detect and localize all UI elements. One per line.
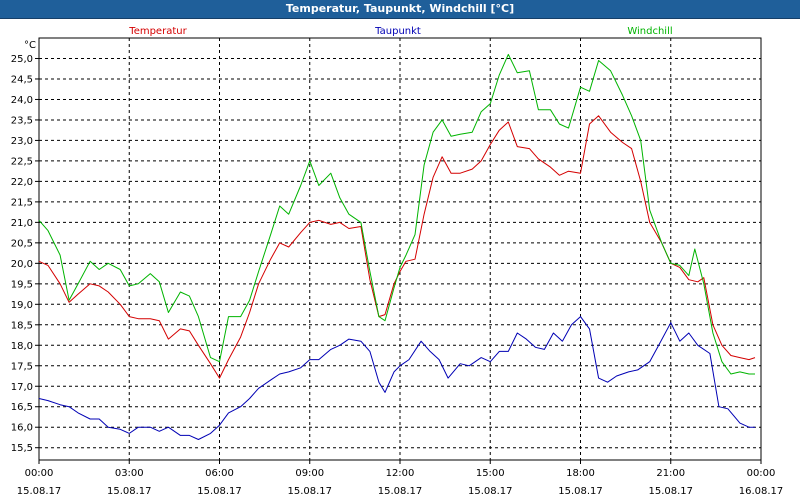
- series-line-windchill: [38, 53, 755, 375]
- y-tick-label: 23,0: [11, 136, 33, 147]
- y-tick-label: 21,0: [11, 218, 33, 229]
- x-tick-time-label: 00:00: [747, 468, 776, 479]
- x-tick-date-label: 16.08.17: [739, 486, 784, 497]
- y-tick-label: 20,5: [11, 238, 33, 249]
- x-tick-date-label: 15.08.17: [197, 486, 242, 497]
- x-tick-date-label: 15.08.17: [17, 486, 62, 497]
- legend-entry-taupunkt: Taupunkt: [374, 26, 421, 37]
- chart-title: Temperatur, Taupunkt, Windchill [°C]: [285, 2, 515, 15]
- y-tick-label: 16,0: [11, 423, 33, 434]
- y-tick-label: 19,0: [11, 300, 33, 311]
- x-tick-date-label: 15.08.17: [558, 486, 603, 497]
- y-tick-label: 23,5: [11, 115, 33, 126]
- x-tick-time-label: 21:00: [656, 468, 685, 479]
- legend-entry-temperatur: Temperatur: [128, 26, 187, 37]
- x-tick-date-label: 15.08.17: [468, 486, 513, 497]
- y-tick-label: 22,0: [11, 177, 33, 188]
- y-tick-label: 16,5: [11, 402, 33, 413]
- y-tick-label: 20,0: [11, 259, 33, 270]
- x-tick-time-label: 06:00: [205, 468, 234, 479]
- x-tick-date-label: 15.08.17: [107, 486, 152, 497]
- y-tick-label: 17,0: [11, 382, 33, 393]
- y-tick-label: 19,5: [11, 279, 33, 290]
- y-tick-label: 22,5: [11, 156, 33, 167]
- x-axis: 00:00 15.08.17 03:00 15.08.17 06:00 15.08.17 0…: [17, 460, 784, 497]
- series-line-taupunkt: [38, 316, 755, 440]
- y-tick-label: 21,5: [11, 197, 33, 208]
- legend-entry-windchill: Windchill: [627, 26, 672, 37]
- x-tick-time-label: 15:00: [476, 468, 505, 479]
- x-tick-time-label: 12:00: [386, 468, 415, 479]
- x-tick-time-label: 03:00: [115, 468, 144, 479]
- series-line-temperatur: [38, 115, 756, 379]
- y-tick-label: 18,0: [11, 341, 33, 352]
- chart-canvas: 15,5 16,0 16,5 17,0 17,5 18,0 18,5 19,0 19,5 20,0…: [11, 26, 784, 497]
- y-tick-label: 18,5: [11, 320, 33, 331]
- x-tick-date-label: 15.08.17: [648, 486, 693, 497]
- y-tick-label: 17,5: [11, 361, 33, 372]
- x-tick-date-label: 15.08.17: [287, 486, 332, 497]
- grid-lines: [39, 38, 761, 460]
- y-tick-label: 24,0: [11, 95, 33, 106]
- y-tick-label: 15,5: [11, 443, 33, 454]
- y-tick-label: 24,5: [11, 74, 33, 85]
- y-axis-unit: °C: [24, 40, 36, 51]
- window-title-bar: Temperatur, Taupunkt, Windchill [°C]: [0, 0, 800, 19]
- x-tick-time-label: 00:00: [25, 468, 54, 479]
- x-tick-date-label: 15.08.17: [378, 486, 423, 497]
- y-axis: 15,5 16,0 16,5 17,0 17,5 18,0 18,5 19,0 19,5 20,0…: [11, 54, 39, 454]
- y-tick-label: 25,0: [11, 54, 33, 65]
- series-lines: [38, 53, 756, 440]
- x-tick-time-label: 09:00: [295, 468, 324, 479]
- x-tick-time-label: 18:00: [566, 468, 595, 479]
